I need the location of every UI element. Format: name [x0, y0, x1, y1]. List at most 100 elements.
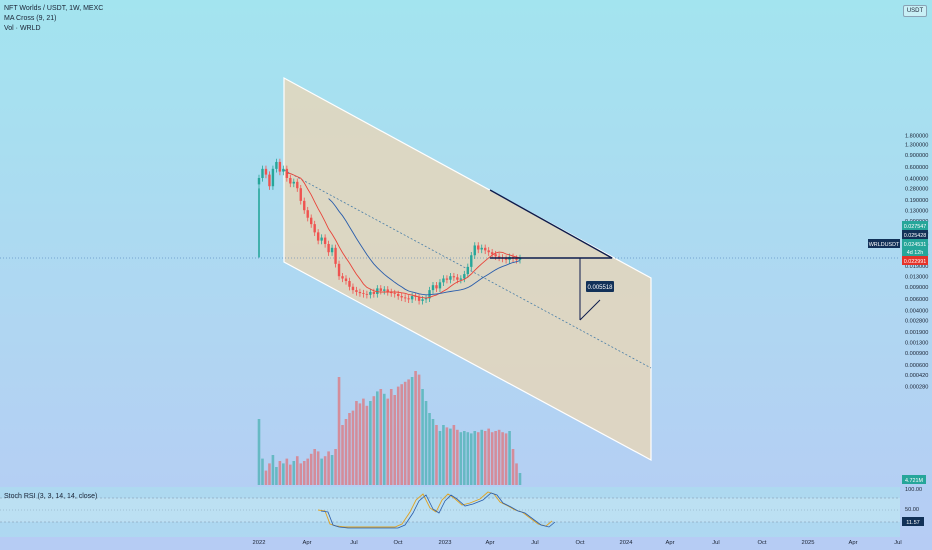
volume-bar: [382, 393, 386, 485]
volume-bar: [295, 456, 299, 485]
price-tag-box: [902, 256, 928, 265]
volume-bar: [275, 467, 278, 485]
volume-bar: [365, 405, 369, 485]
price-tag-box: [902, 221, 928, 230]
volume-bar: [372, 396, 376, 485]
volume-bar: [327, 451, 330, 485]
y-tick-label: 0.001900: [905, 330, 928, 336]
volume-bar: [292, 461, 296, 485]
y-tick-label: 0.000900: [905, 351, 928, 357]
x-tick-label: 2022: [253, 540, 266, 546]
stoch-rsi-label[interactable]: Stoch RSI (3, 3, 14, 14, close): [4, 493, 98, 500]
y-tick-label: 0.280000: [905, 187, 928, 193]
candle-body: [484, 247, 487, 251]
volume-bar: [358, 403, 362, 485]
candle-body: [313, 224, 316, 233]
candle-body: [369, 291, 372, 295]
volume-bar: [442, 425, 445, 485]
volume-bar: [508, 431, 511, 485]
candle-body: [306, 210, 309, 218]
price-tag-label: 0.025428: [904, 233, 926, 239]
volume-bar: [456, 429, 459, 485]
candle-body: [442, 278, 445, 283]
volume-bar: [379, 389, 383, 485]
candle-body: [431, 285, 435, 291]
candle-body: [407, 298, 410, 300]
volume-tag-box: [902, 475, 926, 484]
currency-button[interactable]: USDT: [903, 5, 927, 17]
candle-body: [289, 177, 292, 184]
volume-bar: [414, 371, 417, 485]
volume-bar: [323, 456, 327, 485]
volume-bar: [511, 449, 515, 485]
volume-bar: [490, 432, 494, 485]
volume-bar: [386, 398, 390, 485]
volume-bar: [271, 455, 275, 485]
x-tick-label: Apr: [485, 540, 494, 546]
x-tick-label: Oct: [575, 540, 584, 546]
x-tick-label: Oct: [757, 540, 766, 546]
candle-body: [414, 296, 417, 297]
candle-body: [316, 232, 320, 241]
volume-bar: [466, 432, 470, 485]
volume-bar: [452, 425, 456, 485]
volume-bar: [501, 432, 504, 485]
candle-body: [397, 293, 400, 297]
price-tag-label: 0.024531: [904, 242, 926, 248]
volume-bar: [483, 431, 487, 485]
candle-body: [390, 291, 393, 294]
y-tick-label: 1.800000: [905, 133, 928, 139]
volume-bar: [309, 453, 313, 485]
candle-body: [282, 168, 285, 172]
volume-bar: [389, 389, 393, 485]
volume-bar: [351, 410, 355, 485]
symbol-title[interactable]: NFT Worlds / USDT, 1W, MEXC: [4, 5, 104, 12]
volume-bar: [445, 427, 449, 485]
x-tick-label: Apr: [848, 540, 857, 546]
y-tick-label: 0.002800: [905, 319, 928, 325]
volume-bar: [289, 464, 292, 485]
volume-bar: [497, 429, 501, 485]
candle-body: [487, 250, 490, 253]
price-tag-label: 0.022991: [904, 259, 926, 265]
price-tag-label: 0.027547: [904, 224, 926, 230]
ma-cross-label[interactable]: MA Cross (9, 21): [4, 15, 57, 22]
x-tick-label: Apr: [302, 540, 311, 546]
volume-bar: [313, 449, 316, 485]
price-tag-label: WRLDUSDT: [869, 242, 900, 248]
candle-body: [497, 256, 501, 258]
volume-bar: [376, 391, 379, 485]
volume-bar: [278, 461, 282, 485]
x-tick-label: Jul: [350, 540, 357, 546]
price-tag-label: 4d 12h: [907, 250, 924, 256]
volume-bar: [431, 419, 435, 485]
candle-body: [330, 247, 334, 253]
volume-bar: [459, 432, 463, 485]
y-tick-label: 0.019000: [905, 264, 928, 270]
volume-bar: [421, 389, 424, 485]
volume-bar: [494, 431, 497, 485]
candle-body: [379, 288, 382, 291]
candle-body: [355, 290, 358, 292]
volume-bar: [463, 431, 466, 485]
candle-body: [292, 181, 295, 184]
volume-bar: [403, 381, 407, 485]
volume-bar: [438, 431, 442, 485]
volume-label[interactable]: Vol · WRLD: [4, 25, 41, 32]
candle-body: [271, 168, 275, 187]
volume-bar: [435, 425, 438, 485]
candle-body: [358, 291, 362, 294]
candle-body: [383, 289, 386, 291]
y-tick-label: 0.001300: [905, 341, 928, 347]
candle-body: [470, 255, 473, 267]
candle-body: [264, 168, 268, 175]
y-tick-label: 0.900000: [905, 153, 928, 159]
x-tick-label: 2024: [620, 540, 634, 546]
triangle-upper-line: [489, 189, 613, 259]
candle-body: [299, 188, 302, 201]
volume-bar: [268, 463, 271, 485]
price-tag-box: [902, 247, 928, 256]
candle-body: [428, 290, 431, 299]
candle-body: [477, 245, 480, 250]
